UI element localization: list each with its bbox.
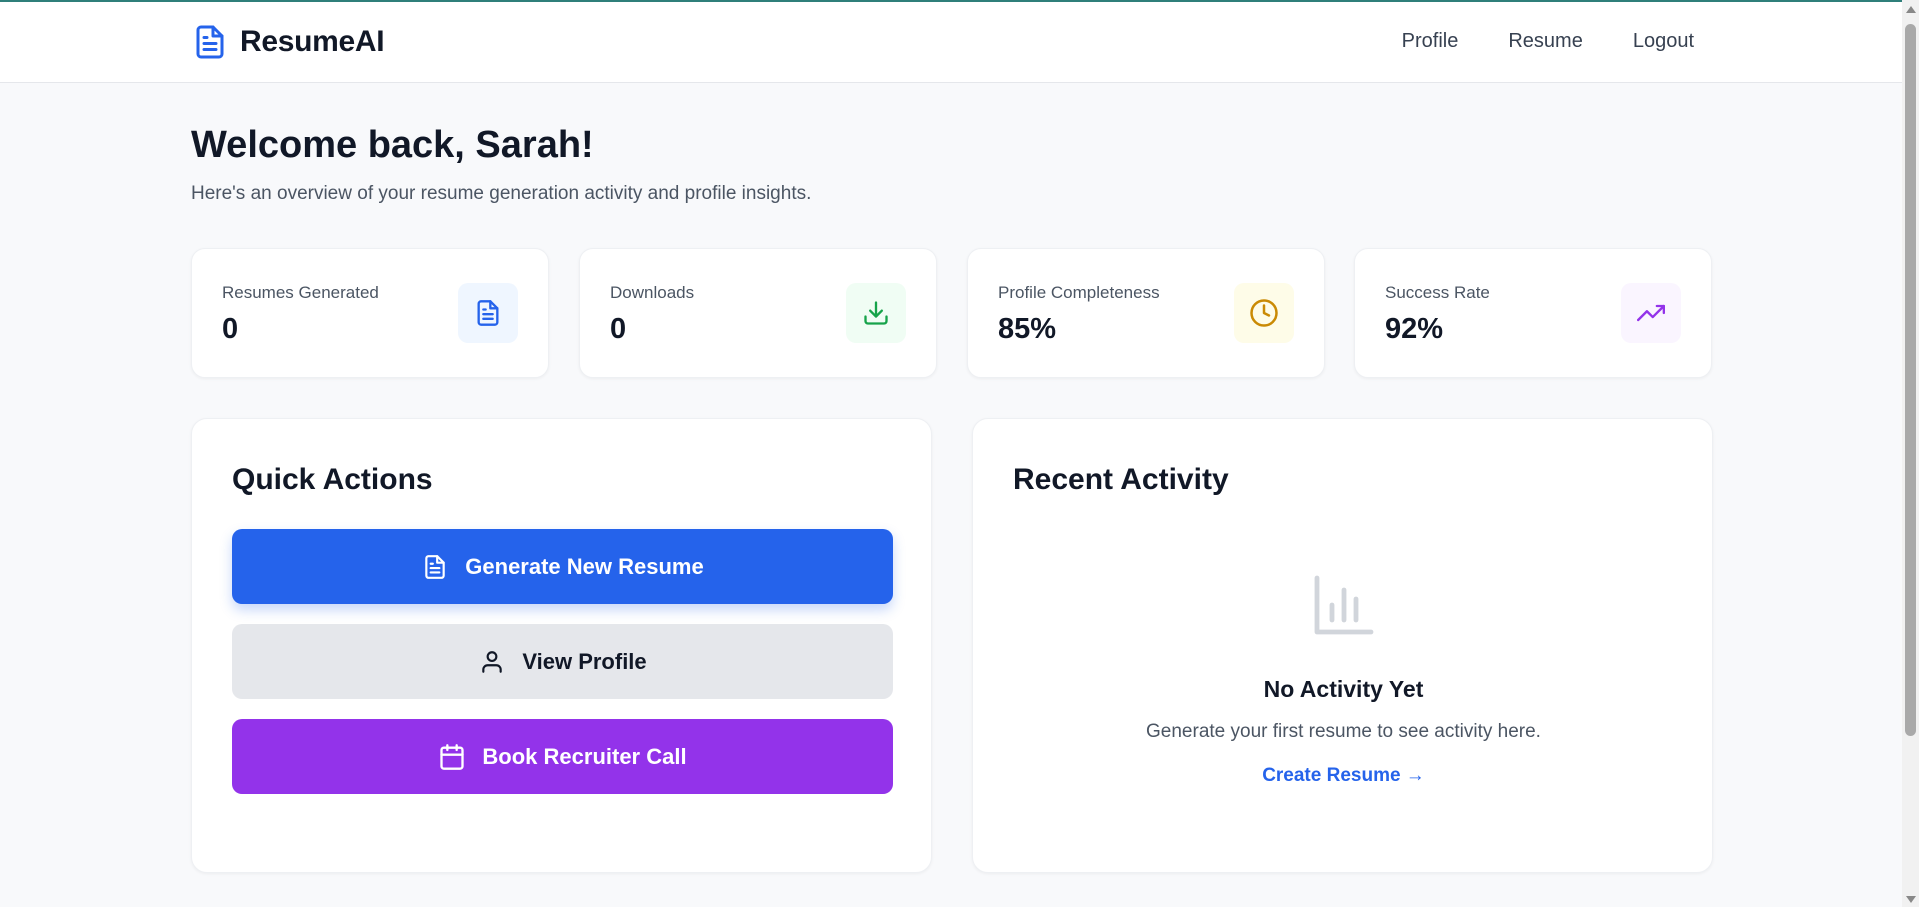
nav-link-logout[interactable]: Logout [1632,30,1694,52]
recent-activity-panel: Recent Activity No Activity Yet Generate… [972,418,1713,873]
bar-chart-icon [973,569,1714,646]
empty-state-title: No Activity Yet [1263,676,1424,702]
top-accent-line [0,0,1919,2]
document-icon [421,552,449,582]
quick-actions-panel: Quick Actions Generate New Resume View P… [191,418,932,873]
scroll-up-arrow-icon[interactable] [1906,6,1916,13]
stat-value: 92% [1385,313,1444,345]
scroll-down-arrow-icon[interactable] [1906,896,1916,903]
document-icon [458,283,518,343]
stat-label: Success Rate [1385,283,1490,302]
stat-value: 85% [998,313,1057,345]
empty-state-text: Generate your first resume to see activi… [1146,721,1541,742]
view-profile-button[interactable]: View Profile [232,624,893,699]
nav-links: Profile Resume Logout [1402,30,1694,53]
create-resume-link[interactable]: Create Resume → [1262,765,1425,786]
stat-card-profile-completeness: Profile Completeness 85% [967,248,1325,378]
nav-link-profile[interactable]: Profile [1401,30,1459,52]
page-subtitle: Here's an overview of your resume genera… [191,183,812,204]
trending-up-icon [1621,283,1681,343]
button-label: Book Recruiter Call [482,743,687,769]
stat-label: Resumes Generated [222,283,379,302]
scrollbar-thumb[interactable] [1905,24,1916,736]
button-label: Generate New Resume [465,553,704,579]
stat-card-downloads: Downloads 0 [579,248,937,378]
stat-value: 0 [222,313,239,345]
generate-new-resume-button[interactable]: Generate New Resume [232,529,893,604]
stat-card-resumes-generated: Resumes Generated 0 [191,248,549,378]
nav-link-resume[interactable]: Resume [1508,30,1583,52]
stat-value: 0 [610,313,627,345]
book-recruiter-call-button[interactable]: Book Recruiter Call [232,719,893,794]
quick-actions-title: Quick Actions [232,463,433,496]
empty-state: No Activity Yet Generate your first resu… [973,569,1714,787]
stat-label: Downloads [610,283,695,302]
vertical-scrollbar[interactable] [1902,0,1919,907]
user-icon [478,647,506,677]
brand[interactable]: ResumeAI [192,22,385,62]
stat-card-success-rate: Success Rate 92% [1354,248,1712,378]
brand-name: ResumeAI [240,25,385,58]
download-icon [846,283,906,343]
stat-label: Profile Completeness [998,283,1160,302]
document-logo-icon [192,22,228,62]
button-label: View Profile [522,648,647,674]
page-title: Welcome back, Sarah! [191,124,594,166]
recent-activity-title: Recent Activity [1013,463,1229,496]
calendar-icon [438,742,466,772]
navbar: ResumeAI Profile Resume Logout [0,2,1902,83]
clock-icon [1234,283,1294,343]
